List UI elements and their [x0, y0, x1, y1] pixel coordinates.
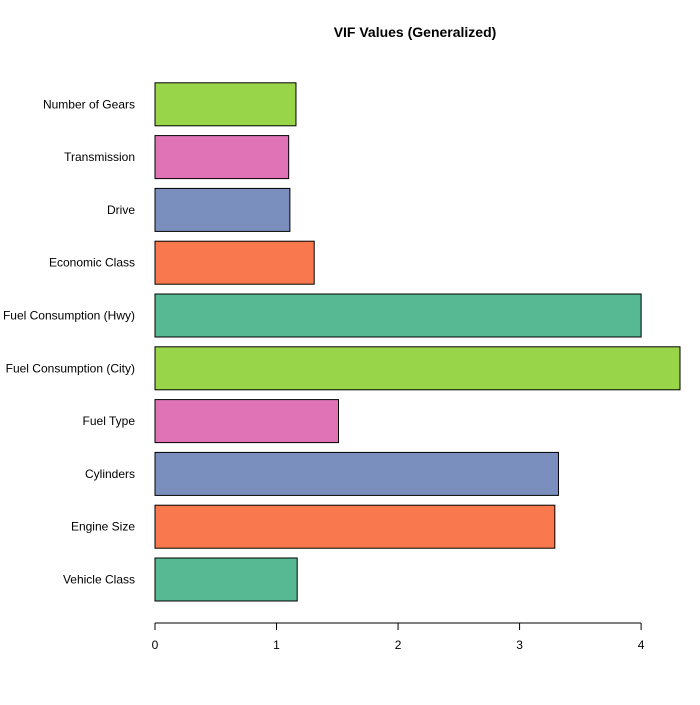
category-label-engine-size: Engine Size: [71, 520, 135, 534]
bar-transmission: [154, 135, 290, 180]
category-label-cylinders: Cylinders: [85, 467, 135, 481]
chart-title: VIF Values (Generalized): [334, 24, 497, 40]
x-tick-label: 3: [516, 638, 523, 652]
bar-cylinders: [154, 451, 559, 496]
bars-group: [154, 82, 681, 602]
bar-drive: [154, 187, 291, 232]
category-label-transmission: Transmission: [64, 150, 135, 164]
category-label-fuel-consumption-hwy: Fuel Consumption (Hwy): [3, 309, 135, 323]
x-tick-label: 0: [152, 638, 159, 652]
bar-number-of-gears: [154, 82, 297, 127]
bar-fuel-type: [154, 399, 340, 444]
bar-engine-size: [154, 504, 556, 549]
bar-economic-class: [154, 240, 315, 285]
bar-fuel-consumption-hwy: [154, 293, 642, 338]
category-label-fuel-consumption-city: Fuel Consumption (City): [6, 361, 135, 375]
x-tick-label: 2: [395, 638, 402, 652]
category-labels-group: Vehicle Class Engine Size Cylinders Fuel Ty…: [3, 97, 135, 586]
x-tick-label: 4: [638, 638, 645, 652]
category-label-number-of-gears: Number of Gears: [43, 97, 135, 111]
bar-vehicle-class: [154, 557, 298, 602]
category-label-economic-class: Economic Class: [49, 256, 135, 270]
x-axis: 0 1 2 3 4: [152, 622, 645, 652]
bar-fuel-consumption-city: [154, 346, 681, 391]
category-label-drive: Drive: [107, 203, 135, 217]
x-tick-label: 1: [273, 638, 280, 652]
category-label-fuel-type: Fuel Type: [83, 414, 136, 428]
category-label-vehicle-class: Vehicle Class: [63, 573, 135, 587]
